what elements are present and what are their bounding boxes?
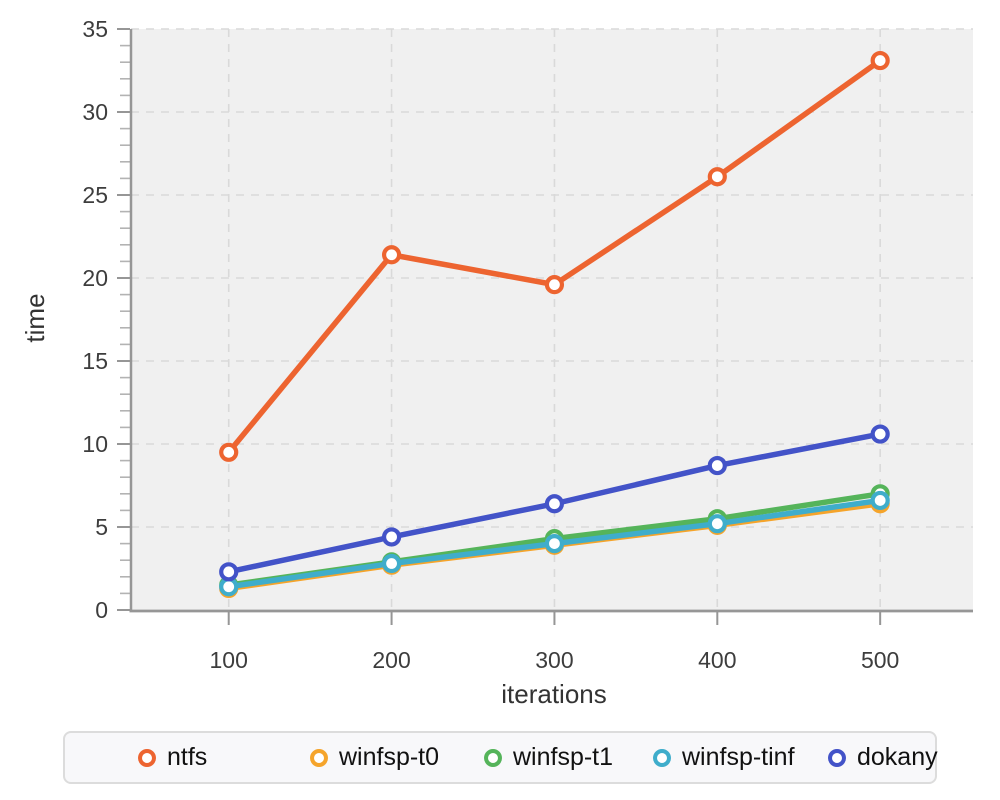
x-tick-label: 100: [210, 647, 248, 673]
legend-marker-icon: [828, 748, 846, 767]
legend-marker-icon: [484, 748, 502, 767]
y-tick-label: 30: [82, 99, 108, 125]
chart-legend: ntfs winfsp-t0 winfsp-t1 winfsp-tinf dokany: [63, 731, 938, 784]
data-point-dokany: [219, 562, 239, 582]
x-tick-label: 500: [861, 647, 899, 673]
legend-label: ntfs: [167, 743, 208, 771]
legend-label: dokany: [857, 743, 938, 771]
y-tick-label: 25: [82, 182, 108, 208]
legend-item-winfsp-tinf[interactable]: winfsp-tinf: [653, 733, 795, 782]
data-point-dokany: [707, 455, 727, 476]
chart-canvas: 0 5 10 15 20 25 30 35 100 200 300 400 500 time itera…: [20, 16, 973, 709]
legend-label: winfsp-t0: [339, 743, 440, 771]
y-tick-label: 5: [95, 514, 108, 540]
legend-item-dokany[interactable]: dokany: [828, 733, 938, 782]
plot-area: [131, 29, 973, 611]
legend-label: winfsp-t1: [513, 743, 614, 771]
data-point-winfsp-tinf: [870, 490, 890, 511]
data-point-ntfs: [707, 167, 727, 187]
x-tick-label: 300: [535, 647, 573, 673]
legend-item-ntfs[interactable]: ntfs: [138, 733, 207, 782]
y-tick-label: 20: [82, 265, 108, 291]
data-point-dokany: [870, 424, 890, 444]
y-tick-label: 10: [82, 431, 108, 457]
legend-marker-icon: [653, 748, 671, 767]
legend-item-winfsp-t1[interactable]: winfsp-t1: [484, 733, 613, 782]
legend-label: winfsp-tinf: [682, 743, 795, 771]
x-tick-label: 400: [698, 647, 736, 673]
line-chart: 0 5 10 15 20 25 30 35 100 200 300 400 500 time itera…: [20, 16, 973, 709]
legend-marker-icon: [310, 748, 328, 767]
data-point-ntfs: [870, 50, 890, 71]
y-tick-label: 35: [82, 16, 108, 42]
y-tick-label: 15: [82, 348, 108, 374]
x-axis-title: iterations: [501, 679, 607, 709]
data-point-ntfs: [544, 275, 565, 295]
x-tick-label: 200: [372, 647, 410, 673]
data-point-ntfs: [219, 442, 239, 462]
y-axis-title: time: [20, 293, 50, 342]
y-tick-label: 0: [95, 597, 108, 623]
data-point-winfsp-tinf: [381, 553, 402, 574]
data-point-winfsp-tinf: [707, 514, 727, 534]
legend-item-winfsp-t0[interactable]: winfsp-t0: [310, 733, 439, 782]
data-point-dokany: [544, 494, 565, 514]
legend-marker-icon: [138, 748, 156, 767]
data-point-dokany: [381, 527, 402, 547]
data-point-ntfs: [381, 245, 402, 265]
data-point-winfsp-tinf: [219, 577, 239, 597]
data-point-winfsp-tinf: [544, 533, 565, 554]
